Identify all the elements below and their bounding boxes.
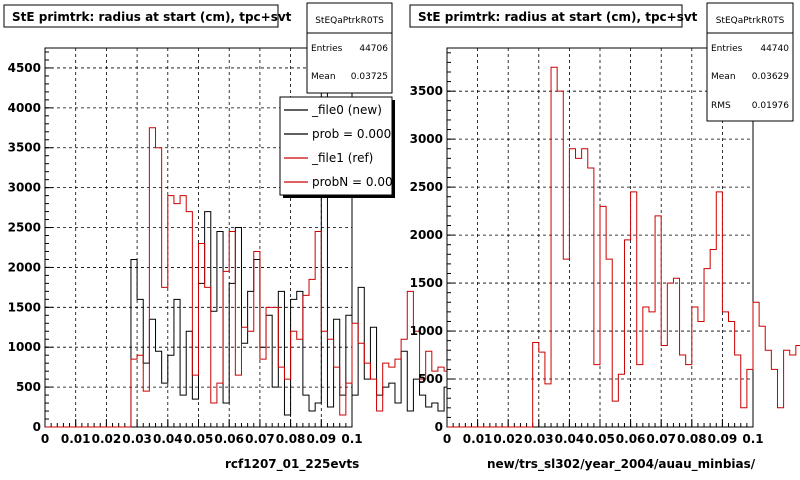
x-tick-label: 0.07 bbox=[646, 432, 676, 446]
stats-rms-value: 0.01976 bbox=[752, 101, 789, 111]
x-tick-label: 0.04 bbox=[153, 432, 183, 446]
x-tick-label: 0.09 bbox=[708, 432, 738, 446]
y-tick-label: 1500 bbox=[410, 276, 443, 290]
stats-name: StEQaPtrkR0TS bbox=[716, 16, 785, 26]
x-tick-label: 0 bbox=[443, 432, 451, 446]
y-tick-label: 2500 bbox=[8, 221, 41, 235]
x-tick-label: 0 bbox=[41, 432, 49, 446]
x-tick-label: 0.06 bbox=[616, 432, 646, 446]
stats-box bbox=[306, 2, 393, 94]
chart-panel-2: 0 0.01 0.02 0.03 0.04 0.05 0.06 0.07 0.08 0.09 0.1… bbox=[409, 2, 800, 472]
legend-label: prob = 0.000000 bbox=[312, 127, 414, 141]
histogram-series-1 bbox=[447, 66, 800, 428]
stats-entries-value: 44706 bbox=[359, 44, 388, 54]
chart-title: StE primtrk: radius at start (cm), tpc+s… bbox=[418, 10, 698, 24]
x-tick-label: 0.09 bbox=[306, 432, 336, 446]
y-tick-label: 2000 bbox=[8, 260, 41, 274]
legend-label: _file0 (new) bbox=[311, 103, 382, 117]
x-tick-label: 0.01 bbox=[61, 432, 91, 446]
stats-entries-value: 44740 bbox=[760, 44, 789, 54]
x-tick-label: 0.1 bbox=[742, 432, 763, 446]
chart-panel-1: 0 0.01 0.02 0.03 0.04 0.05 0.06 0.07 0.08 0.09 0.1… bbox=[3, 2, 659, 472]
y-tick-label: 3000 bbox=[410, 132, 443, 146]
x-axis-label: new/trs_sl302/year_2004/auau_minbias/ bbox=[487, 457, 756, 472]
x-tick-label: 0.02 bbox=[92, 432, 122, 446]
x-tick-label: 0.06 bbox=[214, 432, 244, 446]
legend-box bbox=[279, 96, 393, 196]
y-tick-label: 3000 bbox=[8, 181, 41, 195]
y-tick-label: 4500 bbox=[8, 61, 41, 75]
x-tick-label: 0.03 bbox=[524, 432, 554, 446]
stats-name: StEQaPtrkR0TS bbox=[315, 16, 384, 26]
x-tick-label: 0.01 bbox=[463, 432, 493, 446]
x-tick-label: 0.07 bbox=[245, 432, 275, 446]
x-tick-label: 0.08 bbox=[677, 432, 707, 446]
y-tick-label: 500 bbox=[16, 380, 41, 394]
y-tick-label: 0 bbox=[33, 420, 41, 434]
stats-mean-value: 0.03629 bbox=[752, 72, 789, 82]
y-tick-label: 1000 bbox=[410, 324, 443, 338]
y-tick-label: 3500 bbox=[410, 84, 443, 98]
stats-mean-value: 0.03725 bbox=[351, 72, 388, 82]
x-tick-label: 0.08 bbox=[276, 432, 306, 446]
y-tick-label: 1500 bbox=[8, 300, 41, 314]
y-tick-label: 0 bbox=[435, 420, 443, 434]
x-tick-label: 0.05 bbox=[585, 432, 615, 446]
y-tick-label: 1000 bbox=[8, 340, 41, 354]
title-box bbox=[3, 4, 279, 28]
x-axis-label: rcf1207_01_225evts bbox=[225, 457, 359, 472]
x-tick-label: 0.03 bbox=[122, 432, 152, 446]
legend-entries: _file0 (new) prob = 0.000000 _file1 (ref) p… bbox=[284, 103, 423, 189]
stats-entries-label: Entries bbox=[711, 44, 743, 54]
x-tick-label: 0.05 bbox=[184, 432, 214, 446]
stats-entries-label: Entries bbox=[311, 44, 343, 54]
chart-title: StE primtrk: radius at start (cm), tpc+s… bbox=[12, 10, 292, 24]
y-tick-label: 4000 bbox=[8, 101, 41, 115]
stats-rms-label: RMS bbox=[711, 101, 731, 111]
x-tick-label: 0.1 bbox=[341, 432, 362, 446]
stats-mean-label: Mean bbox=[311, 72, 336, 82]
y-tick-label: 3500 bbox=[8, 141, 41, 155]
stats-box bbox=[706, 2, 794, 122]
y-tick-label: 2000 bbox=[410, 228, 443, 242]
x-tick-label: 0.02 bbox=[493, 432, 523, 446]
y-tick-label: 500 bbox=[418, 372, 443, 386]
legend-label: _file1 (ref) bbox=[311, 151, 373, 165]
title-box bbox=[409, 4, 683, 28]
stats-mean-label: Mean bbox=[711, 72, 736, 82]
legend-label: probN = 0.000000 bbox=[312, 175, 423, 189]
x-tick-label: 0.04 bbox=[555, 432, 585, 446]
y-tick-label: 2500 bbox=[410, 180, 443, 194]
